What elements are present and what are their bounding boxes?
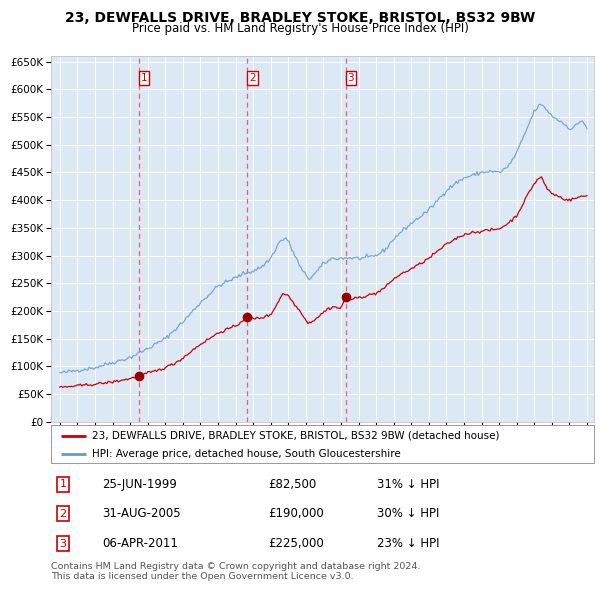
- Text: 23, DEWFALLS DRIVE, BRADLEY STOKE, BRISTOL, BS32 9BW (detached house): 23, DEWFALLS DRIVE, BRADLEY STOKE, BRIST…: [92, 431, 499, 441]
- Text: 30% ↓ HPI: 30% ↓ HPI: [377, 507, 439, 520]
- Text: 1: 1: [140, 73, 147, 83]
- Text: 3: 3: [347, 73, 354, 83]
- Text: This data is licensed under the Open Government Licence v3.0.: This data is licensed under the Open Gov…: [51, 572, 353, 581]
- Text: 25-JUN-1999: 25-JUN-1999: [103, 478, 178, 491]
- Text: HPI: Average price, detached house, South Gloucestershire: HPI: Average price, detached house, Sout…: [92, 448, 400, 458]
- Text: 2: 2: [59, 509, 67, 519]
- Text: 31% ↓ HPI: 31% ↓ HPI: [377, 478, 439, 491]
- Text: Price paid vs. HM Land Registry's House Price Index (HPI): Price paid vs. HM Land Registry's House …: [131, 22, 469, 35]
- Text: £190,000: £190,000: [268, 507, 324, 520]
- Text: 1: 1: [59, 480, 67, 489]
- Text: 2: 2: [249, 73, 256, 83]
- Text: Contains HM Land Registry data © Crown copyright and database right 2024.: Contains HM Land Registry data © Crown c…: [51, 562, 421, 571]
- Text: 31-AUG-2005: 31-AUG-2005: [103, 507, 181, 520]
- Text: 06-APR-2011: 06-APR-2011: [103, 537, 178, 550]
- Text: 23% ↓ HPI: 23% ↓ HPI: [377, 537, 439, 550]
- Text: 3: 3: [59, 539, 67, 549]
- Text: £225,000: £225,000: [268, 537, 324, 550]
- Text: 23, DEWFALLS DRIVE, BRADLEY STOKE, BRISTOL, BS32 9BW: 23, DEWFALLS DRIVE, BRADLEY STOKE, BRIST…: [65, 11, 535, 25]
- Text: £82,500: £82,500: [268, 478, 316, 491]
